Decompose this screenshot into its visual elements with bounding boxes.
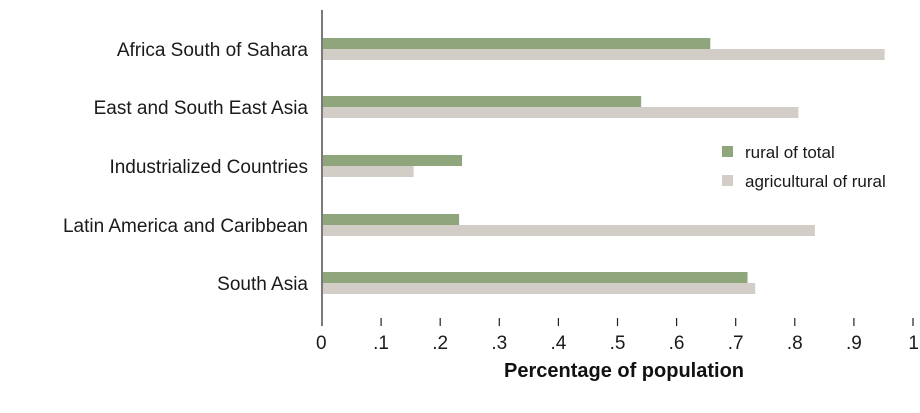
bar-agricultural-of-rural-3 [323, 225, 815, 236]
x-tick-label: .6 [669, 333, 685, 354]
bar-agricultural-of-rural-1 [323, 107, 799, 118]
x-axis-title: Percentage of population [504, 360, 744, 382]
legend-label-agricultural-of-rural: agricultural of rural [745, 172, 886, 191]
x-axis-tick-labels: 0 .1 .2 .3 .4 .5 .6 .7 .8 .9 1 [316, 333, 919, 354]
x-axis-ticks [321, 318, 914, 326]
legend-label-rural-of-total: rural of total [745, 143, 835, 162]
bar-rural-of-total-3 [323, 214, 460, 225]
category-label: South Asia [217, 274, 308, 295]
bars-group [323, 38, 885, 294]
category-label: East and South East Asia [94, 98, 309, 119]
bar-rural-of-total-2 [323, 155, 463, 166]
bar-agricultural-of-rural-4 [323, 283, 756, 294]
x-tick-label: 1 [908, 333, 919, 354]
x-tick-label: .2 [432, 333, 448, 354]
category-label: Industrialized Countries [109, 157, 308, 178]
x-tick-label: .1 [373, 333, 389, 354]
legend-swatch-agricultural-of-rural [722, 175, 733, 186]
x-tick-label: .9 [846, 333, 862, 354]
category-labels: Africa South of Sahara East and South Eas… [63, 40, 308, 295]
category-label: Latin America and Caribbean [63, 216, 308, 237]
bar-rural-of-total-0 [323, 38, 711, 49]
x-tick-label: .8 [787, 333, 803, 354]
x-tick-label: .4 [550, 333, 566, 354]
category-label: Africa South of Sahara [117, 40, 309, 61]
bar-agricultural-of-rural-2 [323, 166, 414, 177]
legend-swatch-rural-of-total [722, 146, 733, 157]
bar-rural-of-total-1 [323, 96, 642, 107]
bar-agricultural-of-rural-0 [323, 49, 885, 60]
x-tick-label: 0 [316, 333, 327, 354]
x-tick-label: .3 [491, 333, 507, 354]
x-tick-label: .5 [610, 333, 626, 354]
x-tick-label: .7 [728, 333, 744, 354]
legend: rural of total agricultural of rural [722, 143, 886, 191]
bar-rural-of-total-4 [323, 272, 748, 283]
